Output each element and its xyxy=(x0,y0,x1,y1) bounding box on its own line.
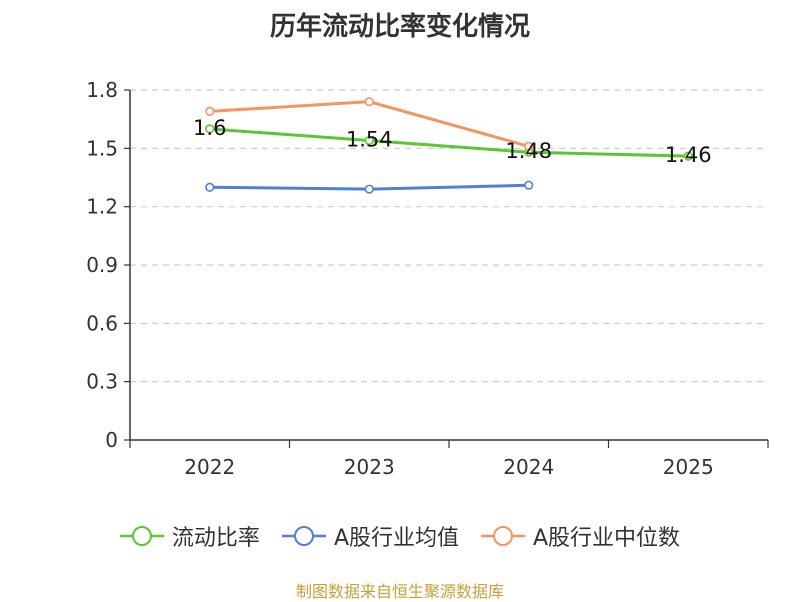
series-line-0 xyxy=(209,127,689,158)
data-label: 1.46 xyxy=(665,143,712,167)
grid-lines xyxy=(130,89,768,383)
legend-marker-icon xyxy=(281,526,326,546)
legend-item[interactable]: 流动比率 xyxy=(119,520,260,552)
legend-item[interactable]: A股行业均值 xyxy=(281,520,459,552)
legend-marker-icon xyxy=(119,526,164,546)
data-label: 1.6 xyxy=(193,116,226,140)
x-tick-label: 2023 xyxy=(344,455,395,479)
series-point-0 xyxy=(683,151,693,161)
legend: 流动比率 A股行业均值 A股行业中位数 xyxy=(0,520,800,552)
x-tick-label: 2022 xyxy=(184,455,235,479)
series-point-1 xyxy=(364,184,374,194)
series-point-2 xyxy=(364,97,374,107)
series-point-0 xyxy=(205,124,215,134)
series-point-2 xyxy=(524,141,534,151)
series-point-2 xyxy=(205,106,215,116)
series-point-1 xyxy=(205,182,215,192)
data-label: 1.48 xyxy=(505,139,552,163)
y-tick-label: 1.8 xyxy=(86,78,118,102)
legend-label: A股行业均值 xyxy=(333,526,459,551)
chart-title: 历年流动比率变化情况 xyxy=(269,12,530,42)
series-point-0 xyxy=(364,135,374,146)
legend-label: 流动比率 xyxy=(171,526,260,551)
y-tick-label: 0.6 xyxy=(86,311,118,335)
y-tick-label: 0.3 xyxy=(86,370,118,394)
series-point-1 xyxy=(524,180,534,190)
source-note: 制图数据来自恒生聚源数据库 xyxy=(295,582,504,601)
x-tick-label: 2024 xyxy=(503,455,554,479)
data-label: 1.54 xyxy=(346,128,393,152)
y-tick-label: 0.9 xyxy=(86,253,118,277)
axes: 0 0.3 0.6 0.9 1.2 1.5 1.8 2022 2023 2024 2025 xyxy=(86,78,769,479)
data-labels: 1.6 1.54 1.48 1.46 xyxy=(193,116,712,167)
y-tick-label: 0 xyxy=(105,428,118,452)
legend-label: A股行业中位数 xyxy=(533,526,681,551)
x-tick-label: 2025 xyxy=(663,455,714,479)
y-tick-label: 1.5 xyxy=(86,136,118,160)
y-tick-label: 1.2 xyxy=(86,195,118,219)
series-lines xyxy=(205,97,693,194)
legend-item[interactable]: A股行业中位数 xyxy=(481,520,680,552)
legend-marker-icon xyxy=(481,526,525,546)
